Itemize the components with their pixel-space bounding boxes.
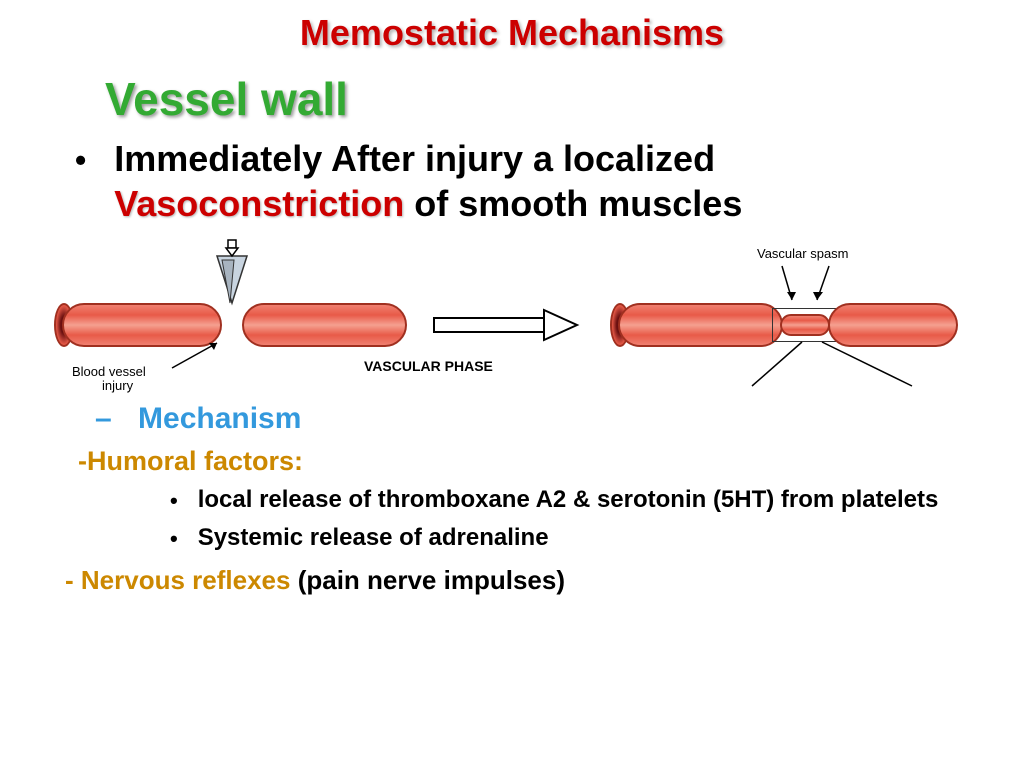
main-bullet: • Immediately After injury a localized V… [75,136,1024,226]
bullet-dot-icon: • [170,487,178,515]
process-arrow-icon [432,308,582,344]
sub-bullet-1: • local release of thromboxane A2 & sero… [170,485,1024,515]
sub-bullet-1-text: local release of thromboxane A2 & seroto… [198,485,939,515]
bullet-dot-icon: • [170,525,178,553]
humoral-heading: Humoral factors: [87,446,303,476]
vascular-phase-diagram: Blood vessel injury VASCULAR PHASE Vascu… [42,238,982,388]
spasm-label: Vascular spasm [757,246,849,261]
injury-label-line2: injury [102,378,133,393]
nervous-label: Nervous reflexes [81,565,291,595]
sub-bullet-2-text: Systemic release of adrenaline [198,523,549,553]
nervous-dash-icon: - [65,565,81,595]
humoral-heading-row: -Humoral factors: [78,446,1024,477]
spasm-detail-lines [742,338,942,388]
vasoconstriction-highlight: Vasoconstriction [114,183,404,224]
mechanism-heading-row: – Mechanism [95,402,1024,436]
section-subtitle: Vessel wall [105,72,1024,126]
nervous-parenthetical: (pain nerve impulses) [298,565,565,595]
injury-pointer-arrow [162,338,242,378]
main-bullet-prefix: Immediately After injury a localized [114,138,715,179]
bullet-dot-icon: • [75,140,86,226]
main-bullet-text: Immediately After injury a localized Vas… [114,136,1024,226]
scalpel-icon [192,238,272,318]
mechanism-heading: Mechanism [138,402,301,435]
main-bullet-suffix: of smooth muscles [404,183,742,224]
sub-bullet-2: • Systemic release of adrenaline [170,523,1024,553]
humoral-dash-icon: - [78,446,87,476]
nervous-reflexes-row: - Nervous reflexes (pain nerve impulses) [65,565,1024,596]
page-title: Memostatic Mechanisms [0,0,1024,54]
injury-label-line1: Blood vessel [72,364,146,379]
vascular-phase-label: VASCULAR PHASE [364,358,493,374]
mechanism-dash-icon: – [95,402,112,435]
spasm-arrows-icon [757,258,857,313]
